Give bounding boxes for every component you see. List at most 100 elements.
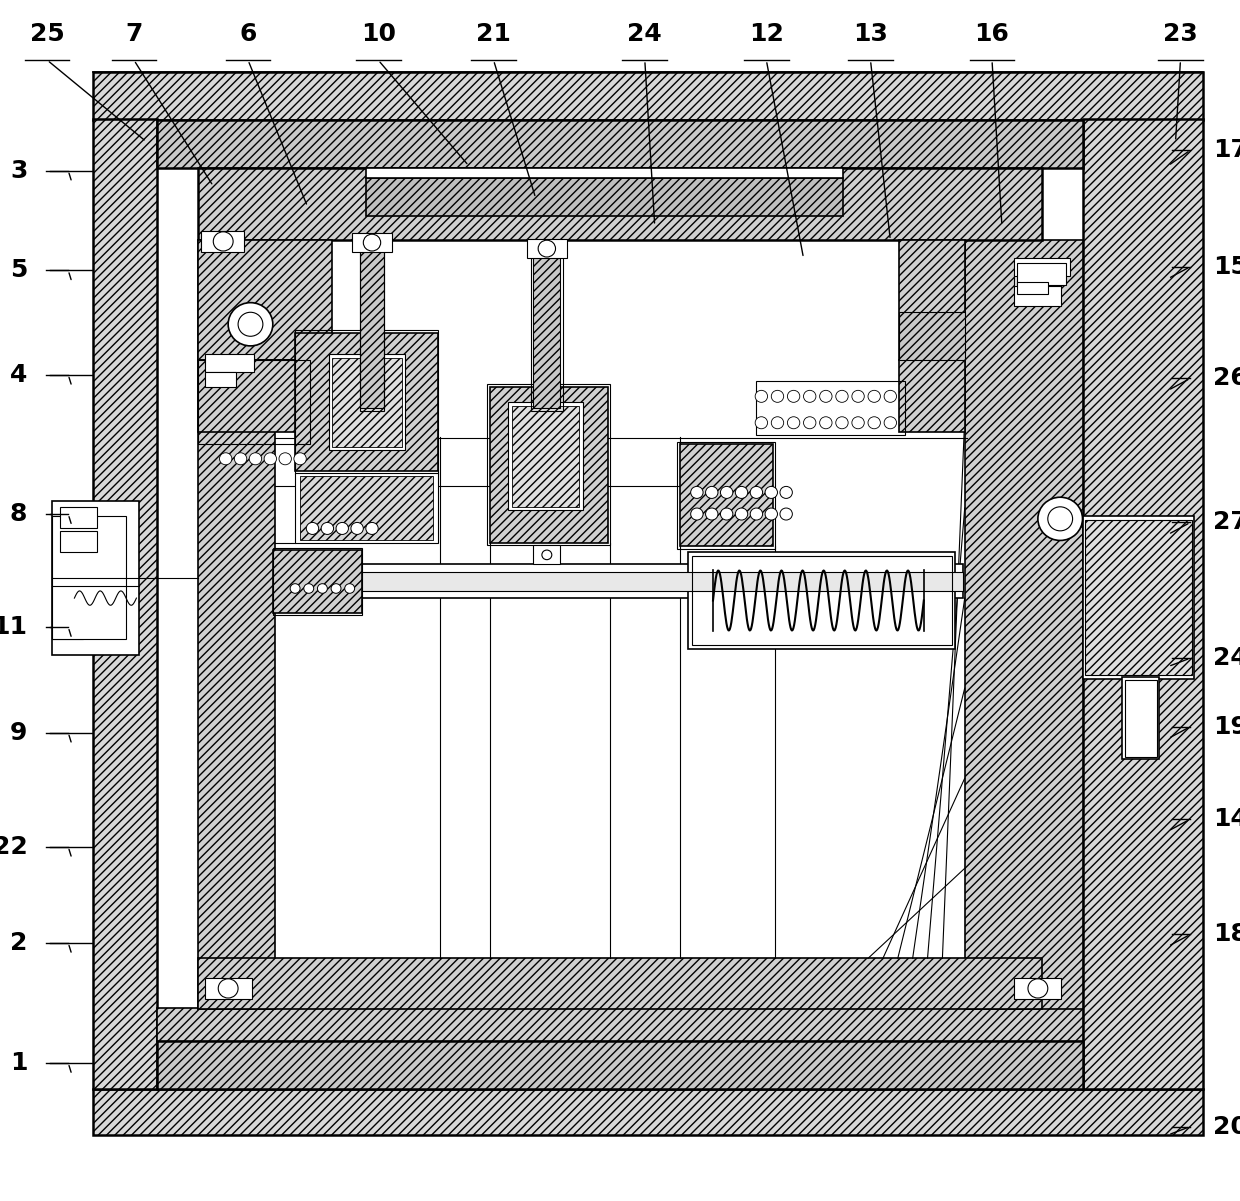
Bar [201, 231, 244, 252]
Bar [1083, 516, 1194, 679]
Circle shape [804, 417, 816, 429]
Text: 19: 19 [1213, 715, 1240, 739]
Circle shape [820, 417, 832, 429]
Circle shape [868, 390, 880, 402]
Text: 10: 10 [361, 22, 396, 46]
Bar [157, 1041, 1083, 1089]
Bar [487, 384, 610, 545]
Text: 11: 11 [0, 615, 27, 639]
Bar [332, 358, 402, 447]
Bar [93, 1089, 1203, 1135]
Bar [688, 552, 955, 649]
Circle shape [706, 508, 718, 520]
Bar [205, 372, 236, 387]
Circle shape [868, 417, 880, 429]
Bar [273, 550, 362, 613]
Circle shape [852, 417, 864, 429]
Text: 18: 18 [1213, 922, 1240, 946]
Text: 20: 20 [1213, 1115, 1240, 1139]
Bar [965, 240, 1083, 1009]
Circle shape [228, 303, 273, 346]
Bar [52, 501, 139, 655]
Bar [275, 572, 963, 591]
Text: 22: 22 [0, 835, 27, 859]
Text: 12: 12 [749, 22, 784, 46]
Circle shape [317, 584, 327, 593]
Circle shape [706, 486, 718, 498]
Circle shape [771, 390, 784, 402]
Circle shape [238, 312, 263, 336]
Circle shape [691, 508, 703, 520]
Circle shape [1028, 979, 1048, 998]
Text: 8: 8 [10, 502, 27, 526]
Bar [1125, 680, 1157, 757]
Bar [533, 252, 560, 408]
Bar [1014, 258, 1070, 276]
Bar [205, 354, 254, 372]
Bar [692, 556, 952, 645]
Text: 21: 21 [476, 22, 511, 46]
Circle shape [771, 417, 784, 429]
Bar [360, 238, 384, 411]
Text: 4: 4 [10, 363, 27, 387]
Text: 1: 1 [10, 1051, 27, 1075]
Circle shape [336, 522, 348, 534]
Bar [198, 958, 1042, 1009]
Circle shape [213, 232, 233, 251]
Circle shape [780, 486, 792, 498]
Text: 15: 15 [1213, 255, 1240, 279]
Circle shape [691, 486, 703, 498]
Bar [352, 233, 392, 252]
Circle shape [836, 390, 848, 402]
Bar [93, 119, 157, 1089]
Bar [93, 72, 1203, 120]
Bar [205, 978, 252, 999]
Circle shape [321, 522, 334, 534]
Circle shape [755, 390, 768, 402]
Text: 5: 5 [10, 258, 27, 282]
Bar [60, 507, 97, 528]
Text: 24: 24 [627, 22, 662, 46]
Circle shape [304, 584, 314, 593]
Circle shape [735, 486, 748, 498]
Circle shape [264, 453, 277, 465]
Circle shape [884, 390, 897, 402]
Text: 2401: 2401 [1213, 646, 1240, 670]
Bar [512, 406, 579, 507]
Bar [295, 330, 438, 474]
Circle shape [765, 486, 777, 498]
Circle shape [234, 453, 247, 465]
Circle shape [804, 390, 816, 402]
Circle shape [345, 584, 355, 593]
Bar [1017, 282, 1048, 294]
Circle shape [306, 522, 319, 534]
Text: 17: 17 [1213, 138, 1240, 162]
Circle shape [351, 522, 363, 534]
Circle shape [836, 417, 848, 429]
Bar [275, 564, 963, 598]
Circle shape [1038, 497, 1083, 540]
Bar [1017, 263, 1066, 285]
Text: 2: 2 [10, 931, 27, 955]
Text: 26: 26 [1213, 366, 1240, 390]
Circle shape [755, 417, 768, 429]
Bar [295, 333, 438, 471]
Bar [899, 312, 965, 360]
Circle shape [279, 453, 291, 465]
Text: 7: 7 [125, 22, 143, 46]
Circle shape [787, 390, 800, 402]
Circle shape [366, 522, 378, 534]
Circle shape [290, 584, 300, 593]
Text: 6: 6 [239, 22, 257, 46]
Bar [52, 516, 83, 639]
Bar [677, 442, 775, 549]
Bar [295, 473, 438, 543]
Bar [899, 240, 965, 360]
Text: 13: 13 [853, 22, 888, 46]
Bar [1014, 274, 1061, 286]
Bar [527, 239, 567, 258]
Bar [1122, 677, 1159, 759]
Text: 25: 25 [30, 22, 64, 46]
Text: 14: 14 [1213, 807, 1240, 831]
Circle shape [218, 979, 238, 998]
